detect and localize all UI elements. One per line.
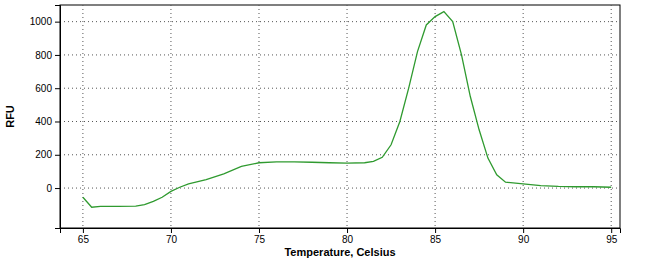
x-tick-mark [435,228,436,233]
plot-frame [60,5,620,228]
melt-curve [83,12,611,208]
grid-line [170,5,171,228]
x-tick-label: 70 [166,234,178,245]
x-tick: 85 [430,228,442,245]
grid-line [258,5,259,228]
grid-line [60,154,620,155]
y-tick: 0 [46,183,60,194]
y-tick-label: 400 [35,116,52,127]
y-tick-label: 600 [35,83,52,94]
x-tick-label: 75 [254,234,266,245]
y-tick-mark [55,22,60,23]
x-tick-label: 65 [78,234,90,245]
y-axis: 0 200 400 600 800 1000 [30,6,61,229]
x-tick: 95 [606,228,618,245]
grid-line [60,188,620,189]
grid-line [523,5,524,228]
x-tick-mark [523,228,524,233]
grid-line [82,5,83,228]
x-tick-mark [171,228,172,233]
grid-line [347,5,348,228]
x-tick-label: 85 [430,234,442,245]
grid-line [60,121,620,122]
grid-line [60,54,620,55]
y-tick: 400 [35,116,60,127]
y-tick-label: 1000 [30,16,53,27]
y-tick: 200 [35,149,60,160]
grid-line [611,5,612,228]
x-tick-mark [347,228,348,233]
series [83,12,611,208]
x-tick: 90 [518,228,530,245]
x-tick-mark [259,228,260,233]
grid [60,5,620,228]
x-tick-label: 95 [606,234,618,245]
x-tick-label: 80 [342,234,354,245]
grid-line [60,21,620,22]
y-tick-label: 0 [46,183,52,194]
x-tick: 70 [166,228,178,245]
x-tick-mark [611,228,612,233]
x-axis-line [61,229,621,234]
y-axis-line [55,6,61,229]
y-tick-mark [55,155,60,156]
x-tick-label: 90 [518,234,530,245]
y-tick-mark [55,121,60,122]
y-tick-label: 800 [35,50,52,61]
y-tick: 1000 [30,16,60,27]
y-tick-label: 200 [35,149,52,160]
y-tick: 800 [35,50,60,61]
y-tick-mark [55,55,60,56]
x-axis-title: Temperature, Celsius [284,246,395,258]
grid-line [60,88,620,89]
y-tick: 600 [35,83,60,94]
x-tick: 75 [254,228,266,245]
y-tick-mark [55,188,60,189]
x-tick-mark [83,228,84,233]
y-tick-mark [55,88,60,89]
grid-line [435,5,436,228]
y-axis-title: RFU [4,105,16,128]
x-axis: 65 70 75 80 85 90 95 [61,228,621,245]
x-tick: 65 [78,228,90,245]
chart: 65 70 75 80 85 90 95 0 200 400 600 800 1000 Temperatu… [0,0,653,260]
plot: 65 70 75 80 85 90 95 0 200 400 600 800 1000 [30,5,621,245]
x-tick: 80 [342,228,354,245]
